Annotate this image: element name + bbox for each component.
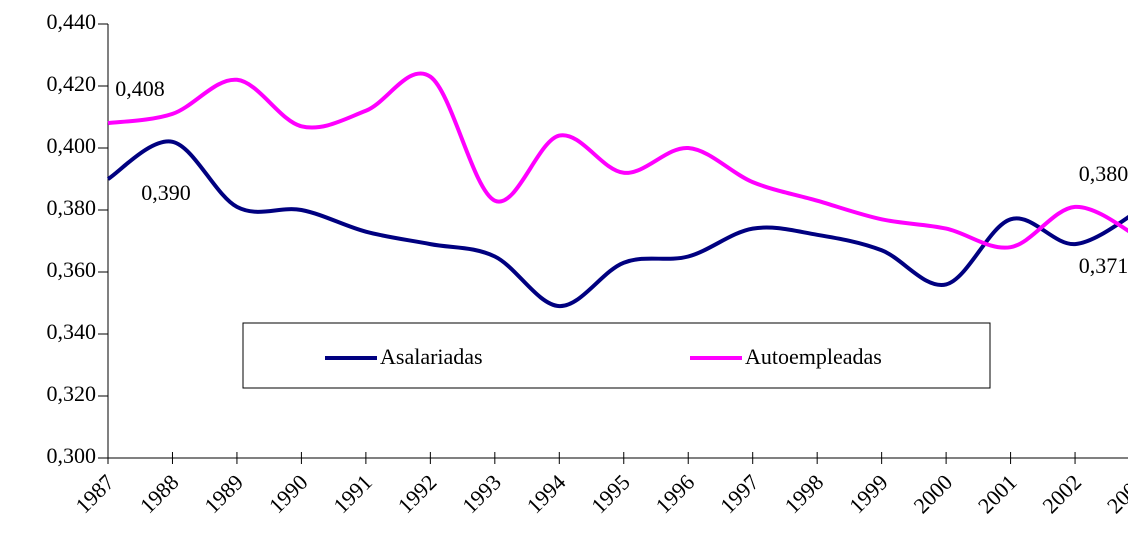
x-tick-label: 1989	[199, 469, 248, 518]
y-tick-label: 0,440	[47, 9, 97, 34]
x-tick-label: 1999	[844, 469, 893, 518]
data-label: 0,380	[1079, 161, 1128, 186]
series-line	[106, 139, 1128, 309]
x-tick-label: 1997	[715, 469, 764, 518]
y-tick-label: 0,340	[47, 319, 97, 344]
x-tick-label: 2002	[1037, 469, 1086, 518]
data-label: 0,408	[115, 76, 165, 101]
series-line	[107, 71, 1128, 250]
x-tick-label: 1998	[779, 469, 828, 518]
y-tick-label: 0,400	[47, 133, 97, 158]
y-tick-label: 0,300	[47, 443, 97, 468]
x-tick-label: 1996	[651, 469, 700, 518]
x-tick-label: 2001	[973, 469, 1022, 518]
y-tick-label: 0,320	[47, 381, 97, 406]
legend-label: Asalariadas	[380, 344, 483, 369]
x-tick-label: 2003	[1102, 469, 1128, 518]
x-tick-label: 1990	[264, 469, 313, 518]
x-tick-label: 1995	[586, 469, 635, 518]
x-tick-label: 1994	[522, 469, 571, 518]
data-label: 0,390	[141, 180, 191, 205]
legend-label: Autoempleadas	[745, 344, 882, 369]
x-tick-label: 1993	[457, 469, 506, 518]
x-tick-label: 1992	[393, 469, 442, 518]
data-label: 0,371	[1079, 253, 1128, 278]
x-tick-label: 1988	[135, 469, 184, 518]
y-tick-label: 0,380	[47, 195, 97, 220]
y-tick-label: 0,420	[47, 71, 97, 96]
legend-box	[242, 322, 991, 389]
x-tick-label: 1991	[328, 469, 377, 518]
y-tick-label: 0,360	[47, 257, 97, 282]
x-tick-label: 2000	[908, 469, 957, 518]
x-tick-label: 1987	[70, 469, 119, 518]
